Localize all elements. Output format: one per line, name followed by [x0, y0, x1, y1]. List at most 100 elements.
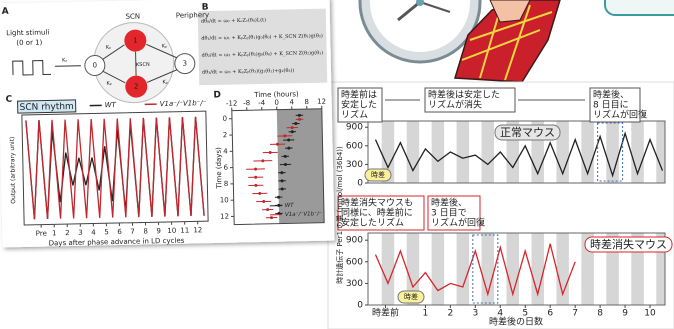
y-tick-label: 4	[223, 147, 228, 155]
note-text: 3 日目で	[431, 208, 467, 219]
x-tick-label: 8	[143, 227, 148, 235]
y-tick-label: 10	[220, 196, 229, 204]
k-label: Kₚ	[162, 79, 168, 85]
x-tick-label: 12	[193, 226, 202, 234]
y-tick-label: 0	[222, 115, 227, 123]
chart-title: 正常マウス	[500, 126, 555, 139]
legend-label: V1a⁻/⁻V1b⁻/⁻	[160, 99, 207, 108]
night-band	[382, 233, 394, 305]
x-tick-label: 12	[317, 98, 326, 106]
x-tick-label: 9	[156, 227, 161, 235]
night-band	[656, 121, 665, 183]
x-tick-label: 4	[289, 98, 294, 106]
x-tick-label: 3	[472, 309, 478, 319]
equation: dθ₀/dt = ω₀ + KₑZₑ(θ₀)L(t)	[201, 16, 266, 24]
x-tick-label: 10	[644, 309, 656, 319]
x-tick-label: 1	[423, 309, 429, 319]
x-axis-label: 時差後の日数	[489, 316, 543, 328]
event-label: 時差	[371, 170, 385, 179]
k-label: Kₚ	[162, 43, 168, 49]
y-axis-label: Time (days)	[215, 147, 224, 190]
note-text: リズムが消失	[428, 99, 482, 111]
note-text: リズムが回復	[431, 217, 485, 229]
y-tick-label: 600	[346, 257, 363, 267]
chart-title: 時差消失マウス	[590, 237, 667, 251]
panel-label: D	[213, 90, 221, 100]
night-band	[407, 121, 419, 183]
x-tick-label: 7	[130, 228, 135, 236]
x-tick-label: 5	[104, 228, 109, 236]
scn-label: SCN	[125, 12, 140, 20]
k-label: Kₑ	[62, 58, 67, 64]
x-axis-label: Days after phase advance in LD cycles	[49, 237, 185, 248]
note-text: 時差消失マウスも	[341, 197, 413, 209]
chart-title: SCN rhythm	[20, 102, 74, 113]
night-band	[432, 121, 444, 183]
night-band	[432, 233, 444, 305]
note-text: 時差後、	[431, 197, 467, 209]
panel-label: A	[2, 7, 9, 17]
y-tick-label: 900	[346, 236, 363, 246]
x-axis-label: Time (hours)	[253, 90, 299, 99]
y-tick-label: 300	[346, 279, 363, 289]
night-band	[457, 121, 469, 183]
k-label: Kₚ	[106, 45, 112, 51]
clock-illustration	[360, 0, 674, 82]
y-tick-label: 6	[223, 164, 228, 172]
y-tick-label: 0	[357, 301, 363, 311]
y-tick-label: 2	[223, 131, 228, 139]
panel-label: C	[5, 95, 12, 105]
y-tick-label: 300	[346, 160, 363, 170]
x-tick-label: 1	[52, 229, 57, 237]
x-tick-label: 0	[274, 99, 279, 107]
y-tick-label: 8	[224, 180, 229, 188]
legend-label: V1a⁻/⁻V1b⁻/⁻	[285, 211, 322, 218]
page: 0300600900正常マウス時差時差前は安定したリズム時差後は安定したリズムが…	[0, 0, 674, 329]
night-band	[482, 121, 494, 183]
x-tick-label: -4	[258, 99, 266, 107]
x-tick-label: 9	[622, 309, 628, 319]
x-tick-label: 10	[167, 227, 176, 235]
x-tick-label: 時差前	[372, 307, 399, 319]
event-label: 時差	[404, 292, 418, 301]
note-text: リズム	[341, 109, 368, 121]
y-tick-label: 900	[346, 123, 363, 133]
note-text: 安定した	[341, 99, 377, 111]
note-text: 安定したリズム	[341, 217, 404, 229]
node-label: 1	[133, 37, 138, 45]
x-tick-label: 2	[447, 309, 453, 319]
x-tick-label: 2	[65, 229, 70, 237]
x-tick-label: 8	[597, 309, 603, 319]
note-text: 8 日目に	[593, 100, 629, 111]
x-tick-label: 4	[91, 228, 96, 236]
node-label: 2	[134, 83, 139, 91]
note-text: リズムが回復	[593, 109, 647, 121]
y-tick-label: 12	[220, 213, 229, 221]
note-text: 同様に、時差前に	[341, 207, 413, 219]
y-tick-label: 600	[346, 141, 363, 151]
y-axis-label: Output (arbitrary unit)	[9, 137, 17, 204]
x-tick-label: 6	[547, 309, 553, 319]
k-label: Kₚ	[106, 81, 112, 87]
x-tick-label: 7	[572, 309, 578, 319]
x-tick-label: 6	[117, 228, 122, 236]
node-label: 3	[183, 60, 188, 68]
note-text: 時差後、	[593, 89, 629, 101]
x-tick-label: -8	[243, 99, 250, 107]
x-tick-label: -12	[226, 99, 238, 107]
x-tick-label: 11	[180, 227, 189, 235]
light-sub: (0 or 1)	[16, 39, 42, 48]
note-text: 時差後は安定した	[428, 89, 500, 101]
light-label: Light stimuli	[6, 28, 49, 37]
k-label: KSCN	[136, 62, 150, 68]
note-text: 時差前は	[341, 89, 377, 101]
x-tick-label: 8	[304, 98, 309, 106]
night-band	[457, 233, 469, 305]
model-figure: ABCDLight stimuli(0 or 1)SCNPeriphery012…	[0, 0, 335, 248]
y-tick-label: 0	[357, 179, 363, 189]
x-tick-label: Pre	[36, 229, 47, 237]
legend-label: WT	[105, 101, 117, 109]
y-axis-label: 時計遺伝子 Per1 の量 (mmol/mol (36b4))	[335, 146, 344, 284]
node-label: 0	[93, 61, 98, 69]
legend-label: WT	[285, 203, 295, 209]
